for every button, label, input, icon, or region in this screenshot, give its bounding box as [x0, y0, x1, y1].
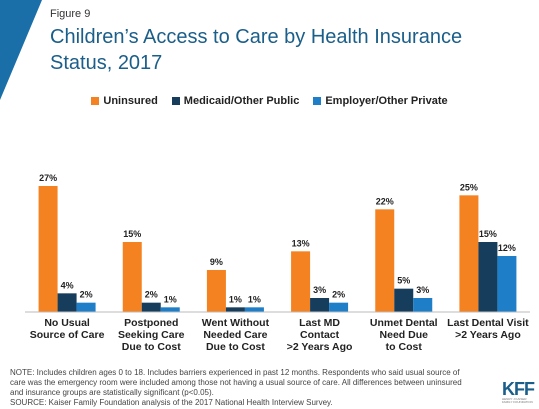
- data-label-5-1: 15%: [479, 229, 497, 239]
- category-label-1-1: Seeking Care: [118, 329, 185, 341]
- data-label-0-0: 27%: [39, 173, 57, 183]
- data-label-4-2: 3%: [416, 285, 429, 295]
- note-line-1: NOTE: Includes children ages 0 to 18. In…: [10, 368, 460, 377]
- bar-0-0: [38, 186, 58, 312]
- data-label-2-2: 1%: [248, 294, 261, 304]
- legend-item-employer: Employer/Other Private: [313, 95, 448, 107]
- category-label-4-2: to Cost: [386, 341, 423, 353]
- data-label-0-2: 2%: [80, 290, 93, 300]
- note-line-2: care was the emergency room were include…: [10, 378, 462, 387]
- legend-label-uninsured: Uninsured: [103, 95, 158, 107]
- bar-2-0: [206, 270, 226, 312]
- data-label-3-2: 2%: [332, 290, 345, 300]
- bar-3-0: [291, 251, 311, 312]
- category-label-2-2: Due to Cost: [206, 341, 265, 353]
- legend-swatch-medicaid: [171, 97, 180, 105]
- category-label-0-1: Source of Care: [30, 329, 105, 341]
- corner-accent-triangle: [0, 0, 42, 100]
- category-label-4-0: Unmet Dental: [370, 317, 438, 329]
- bar-5-2: [497, 256, 517, 312]
- data-label-5-0: 25%: [460, 182, 478, 192]
- logo-subtext-1: HENRY J KAISER: [502, 397, 527, 401]
- category-label-2-1: Needed Care: [203, 329, 267, 341]
- bar-2-2: [244, 307, 264, 312]
- data-label-0-1: 4%: [61, 280, 74, 290]
- chart-title: Children’s Access to Care by Health Insu…: [50, 26, 463, 74]
- category-label-1-0: Postponed: [124, 317, 178, 329]
- logo-mark: KFF: [502, 379, 535, 399]
- chart-legend: Uninsured Medicaid/Other Public Employer…: [0, 95, 539, 107]
- logo-subtext-2: FAMILY FOUNDATION: [502, 400, 533, 404]
- bar-1-0: [122, 242, 142, 312]
- bar-3-1: [310, 298, 330, 312]
- legend-label-employer: Employer/Other Private: [325, 95, 448, 107]
- bar-1-2: [160, 307, 180, 312]
- category-label-1-2: Due to Cost: [122, 341, 181, 353]
- bar-0-1: [57, 293, 77, 312]
- figure-label: Figure 9: [50, 8, 91, 20]
- legend-swatch-uninsured: [91, 97, 100, 105]
- bar-5-1: [478, 242, 498, 312]
- category-label-3-1: Contact: [300, 329, 340, 341]
- category-label-2-0: Went Without: [202, 317, 270, 329]
- bar-0-2: [76, 302, 96, 312]
- data-label-1-2: 1%: [164, 294, 177, 304]
- legend-item-medicaid: Medicaid/Other Public: [171, 95, 300, 107]
- category-label-3-2: >2 Years Ago: [287, 341, 353, 353]
- legend-item-uninsured: Uninsured: [91, 95, 158, 107]
- data-label-4-1: 5%: [397, 276, 410, 286]
- legend-label-medicaid: Medicaid/Other Public: [183, 95, 300, 107]
- bar-5-0: [459, 195, 479, 312]
- category-label-3-0: Last MD: [299, 317, 340, 329]
- note-line-3: and insurance groups are statistically s…: [10, 388, 214, 397]
- bar-4-0: [375, 209, 395, 312]
- data-label-2-1: 1%: [229, 294, 242, 304]
- data-label-5-2: 12%: [498, 243, 516, 253]
- bar-4-1: [394, 288, 414, 312]
- bar-2-1: [225, 307, 245, 312]
- data-label-2-0: 9%: [210, 257, 223, 267]
- category-label-5-0: Last Dental Visit: [447, 317, 529, 329]
- category-label-5-1: >2 Years Ago: [455, 329, 521, 341]
- legend-swatch-employer: [313, 97, 322, 105]
- data-label-3-1: 3%: [313, 285, 326, 295]
- data-label-3-0: 13%: [292, 238, 310, 248]
- category-label-4-1: Need Due: [380, 329, 429, 341]
- kff-logo: KFF HENRY J KAISER FAMILY FOUNDATION: [502, 379, 535, 404]
- data-label-1-1: 2%: [145, 290, 158, 300]
- data-label-1-0: 15%: [123, 229, 141, 239]
- chart-notes: NOTE: Includes children ages 0 to 18. In…: [10, 368, 500, 408]
- source-line: SOURCE: Kaiser Family Foundation analysi…: [10, 398, 333, 407]
- bar-1-1: [141, 302, 161, 312]
- data-label-4-0: 22%: [376, 196, 394, 206]
- category-label-0-0: No Usual: [44, 317, 90, 329]
- bar-3-2: [329, 302, 349, 312]
- bar-4-2: [413, 298, 433, 312]
